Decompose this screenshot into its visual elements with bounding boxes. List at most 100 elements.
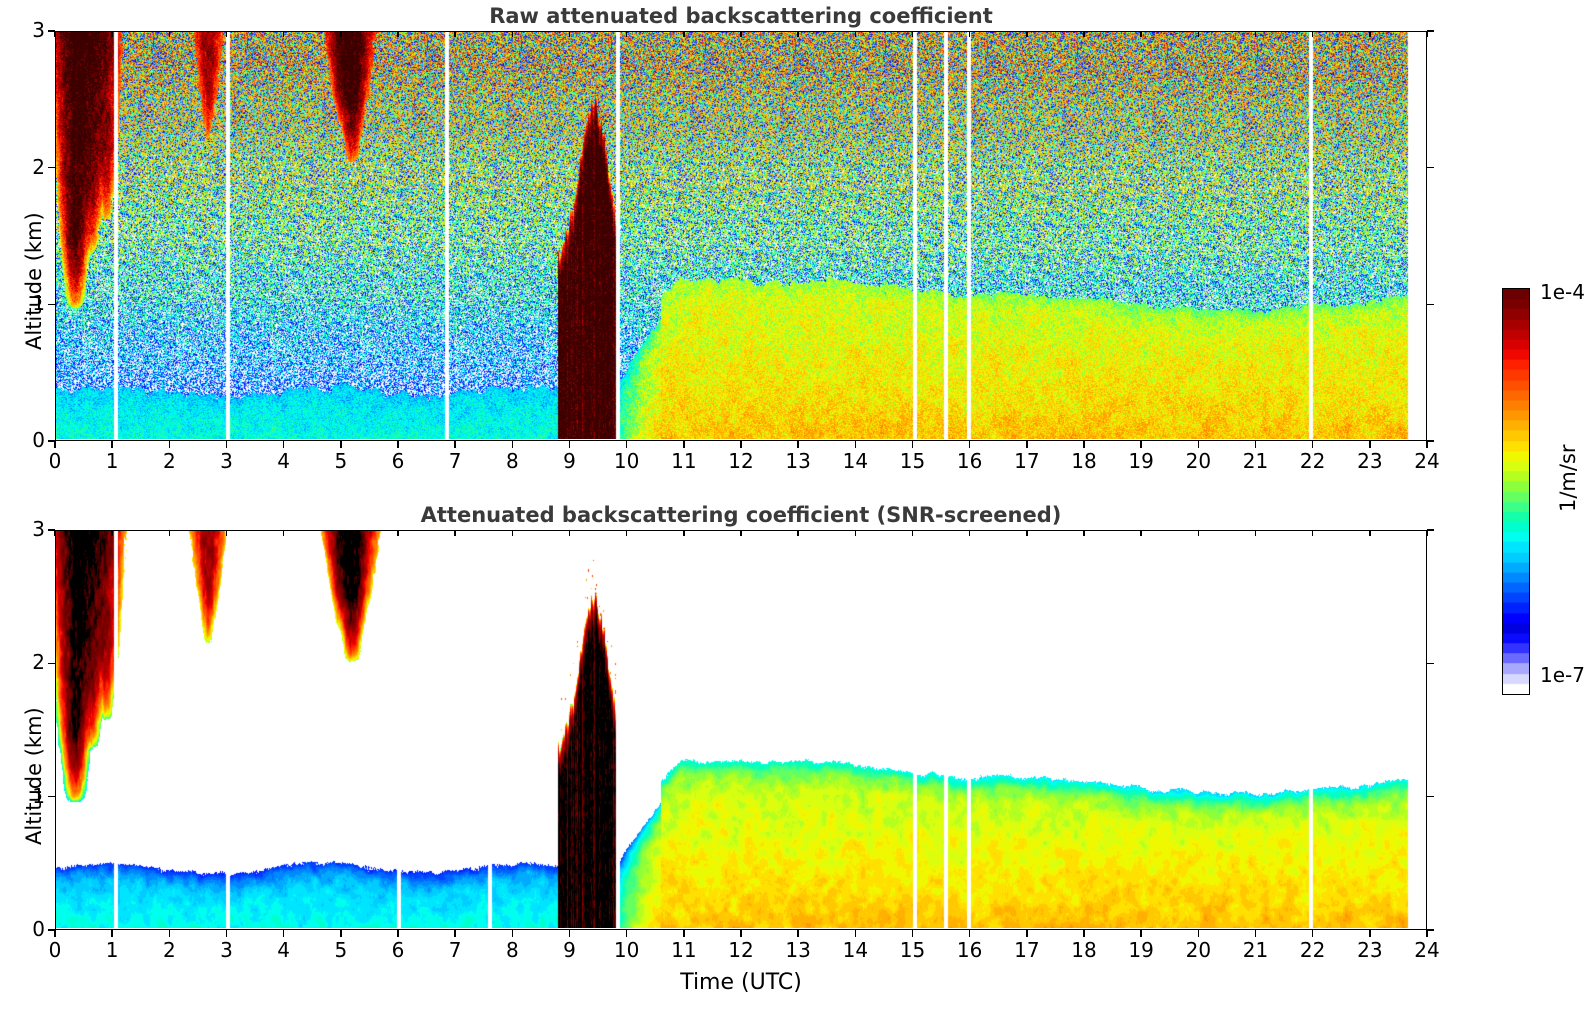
- x-tick: [797, 930, 799, 937]
- y-tick-right: [1427, 929, 1434, 931]
- y-tick-label: 3: [32, 18, 45, 42]
- x-tick-label: 17: [1014, 449, 1040, 473]
- x-tick-inner: [797, 31, 799, 37]
- x-tick-label: 7: [448, 449, 462, 473]
- x-tick: [1426, 930, 1428, 937]
- x-tick-inner: [1083, 530, 1085, 536]
- x-tick-label: 4: [277, 938, 291, 962]
- x-tick-inner: [968, 31, 971, 37]
- colorbar-max-label: 1e-4: [1540, 280, 1585, 304]
- x-tick: [1083, 930, 1085, 937]
- x-tick: [454, 441, 456, 448]
- y-tick: [48, 440, 55, 442]
- x-tick-label: 20: [1185, 449, 1212, 473]
- y-axis-label-screened: Altitude (km): [22, 707, 46, 845]
- x-tick: [454, 930, 456, 937]
- x-tick-label: 21: [1242, 938, 1269, 962]
- x-tick-inner: [397, 31, 399, 37]
- x-tick-inner: [1254, 530, 1257, 536]
- x-tick-inner: [54, 530, 56, 536]
- x-tick-label: 15: [899, 938, 926, 962]
- x-tick: [797, 441, 799, 448]
- y-tick: [48, 529, 55, 531]
- x-tick-inner: [911, 530, 914, 536]
- x-tick-label: 23: [1357, 938, 1383, 962]
- x-tick-label: 13: [785, 449, 811, 473]
- x-tick: [340, 930, 342, 937]
- x-tick-label: 12: [728, 938, 754, 962]
- x-tick: [740, 441, 742, 448]
- x-tick-label: 18: [1071, 449, 1097, 473]
- x-tick: [1311, 930, 1314, 937]
- x-tick: [225, 930, 228, 937]
- plot-area-screened[interactable]: [55, 530, 1427, 930]
- x-tick: [111, 930, 113, 937]
- x-tick-label: 10: [613, 449, 640, 473]
- x-tick-inner: [625, 530, 628, 536]
- x-tick-label: 9: [563, 938, 576, 962]
- x-tick-label: 20: [1185, 938, 1212, 962]
- x-tick-label: 8: [505, 938, 519, 962]
- x-tick-label: 0: [48, 449, 62, 473]
- x-tick-label: 9: [563, 449, 576, 473]
- x-tick: [1140, 441, 1142, 448]
- x-tick: [911, 441, 914, 448]
- x-tick-label: 11: [671, 449, 697, 473]
- y-tick: [48, 795, 55, 798]
- y-tick-label: 0: [32, 917, 45, 941]
- x-tick-inner: [1426, 31, 1428, 37]
- colorbar-unit-label: 1/m/sr: [1556, 444, 1580, 512]
- x-tick: [854, 441, 857, 448]
- x-tick: [511, 930, 514, 937]
- x-tick-inner: [854, 530, 857, 536]
- heatmap-canvas-screened: [56, 531, 1425, 928]
- x-tick-label: 15: [899, 449, 926, 473]
- x-tick-inner: [1197, 31, 1200, 37]
- x-tick-inner: [454, 530, 456, 536]
- x-tick-inner: [1197, 530, 1200, 536]
- x-tick: [1311, 441, 1314, 448]
- x-tick-label: 3: [220, 938, 233, 962]
- x-tick-label: 8: [505, 449, 519, 473]
- x-tick-inner: [1083, 31, 1085, 37]
- x-tick: [282, 441, 285, 448]
- x-tick-inner: [797, 530, 799, 536]
- x-tick-label: 5: [334, 449, 348, 473]
- x-tick-inner: [683, 530, 685, 536]
- y-tick-label: 3: [32, 517, 45, 541]
- panel-title-raw: Raw attenuated backscattering coefficien…: [489, 4, 993, 28]
- x-tick-label: 5: [334, 938, 348, 962]
- x-tick-inner: [854, 31, 857, 37]
- x-tick: [111, 441, 113, 448]
- x-tick: [740, 930, 742, 937]
- x-tick: [911, 930, 914, 937]
- x-tick-label: 19: [1128, 938, 1154, 962]
- x-tick: [1369, 441, 1371, 448]
- x-tick-label: 2: [162, 449, 176, 473]
- colorbar[interactable]: [1502, 288, 1530, 695]
- y-tick-label: 0: [32, 428, 45, 452]
- x-tick-label: 1: [105, 449, 119, 473]
- x-tick-inner: [740, 530, 742, 536]
- x-tick-label: 18: [1071, 938, 1097, 962]
- x-tick-label: 7: [448, 938, 462, 962]
- x-tick: [968, 930, 971, 937]
- x-tick: [568, 930, 571, 937]
- x-tick-inner: [282, 530, 285, 536]
- y-tick-label: 1: [32, 783, 45, 808]
- x-tick-label: 16: [956, 938, 983, 962]
- x-tick: [1254, 441, 1257, 448]
- x-tick: [54, 930, 56, 937]
- x-tick: [397, 930, 399, 937]
- plot-area-raw[interactable]: [55, 31, 1427, 441]
- x-tick: [568, 441, 571, 448]
- y-tick: [48, 303, 55, 306]
- x-tick-inner: [397, 530, 399, 536]
- y-tick-right: [1427, 529, 1434, 531]
- x-tick-inner: [225, 31, 228, 37]
- x-tick-label: 1: [105, 938, 119, 962]
- x-tick-label: 11: [671, 938, 697, 962]
- x-tick: [1369, 930, 1371, 937]
- x-tick-inner: [340, 530, 342, 536]
